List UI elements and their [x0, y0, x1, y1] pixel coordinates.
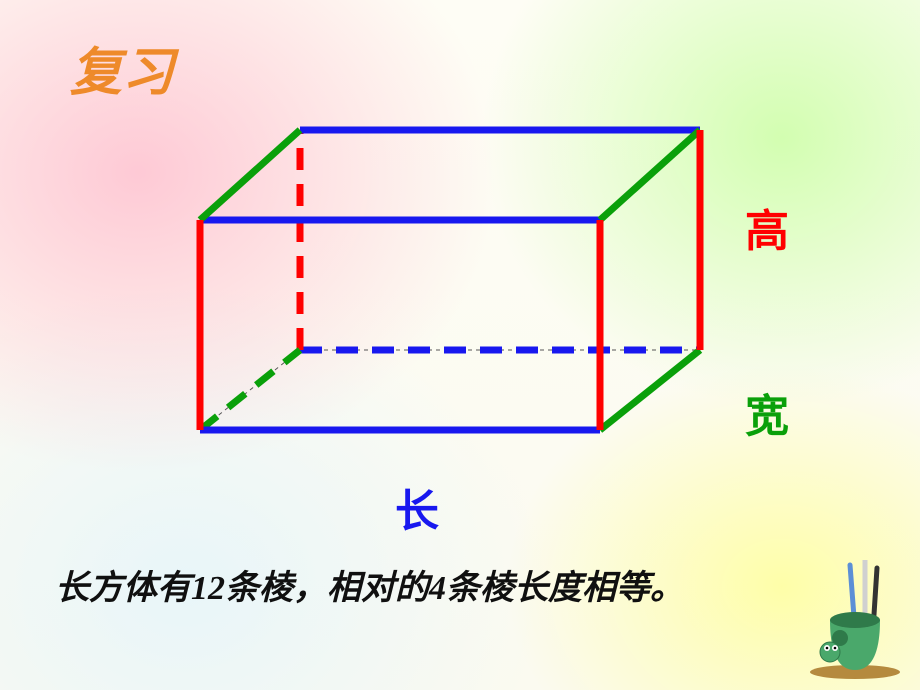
cuboid-svg [140, 100, 760, 470]
slide-title: 复习 [70, 30, 174, 105]
label-width: 宽 [745, 380, 789, 444]
cuboid-diagram [140, 100, 760, 470]
penholder-svg [795, 560, 905, 680]
caption-text: 长方体有12条棱，相对的4条棱长度相等。 [55, 560, 684, 609]
label-length: 长 [395, 475, 439, 539]
label-height: 高 [745, 195, 789, 259]
penholder-icon [795, 560, 905, 680]
